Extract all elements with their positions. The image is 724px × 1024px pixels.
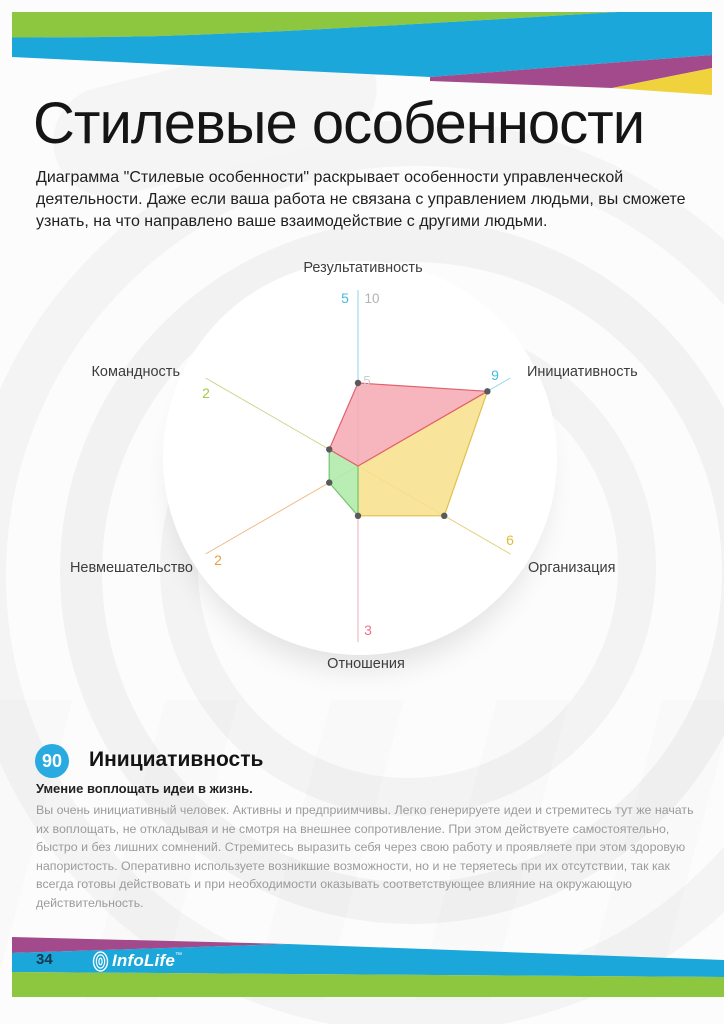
trademark-mark: ™ <box>174 951 182 959</box>
radar-value-label: 6 <box>506 532 514 548</box>
score-title: Инициативность <box>89 748 264 771</box>
score-description: Вы очень инициативный человек. Активны и… <box>36 803 694 911</box>
radar-value-label: 2 <box>202 385 210 401</box>
header-band-magenta <box>430 55 712 88</box>
header-bands <box>12 12 712 95</box>
page-number: 34 <box>36 951 53 968</box>
radar-vertex-dot <box>484 388 491 395</box>
page-title: Стилевые особенности <box>33 91 645 156</box>
radar-category-label: Отношения <box>327 656 405 672</box>
radar-category-label: Командность <box>91 364 180 380</box>
footer-band-green <box>12 972 724 997</box>
radar-category-label: Результативность <box>303 260 422 276</box>
footer-band-magenta <box>12 937 288 953</box>
radar-category-label: Инициативность <box>527 364 638 380</box>
header-band-yellow <box>612 68 712 95</box>
radar-scale-mid-label: 5 <box>363 373 370 388</box>
radar-vertex-dot <box>441 512 448 519</box>
header-band-green <box>12 12 618 38</box>
score-badge: 90 <box>35 744 69 778</box>
header-band-blue <box>12 12 712 77</box>
radar-chart: 5 10 5 9 6 3 2 2 Результативность Инициативность О… <box>70 260 638 672</box>
score-subtitle: Умение воплощать идеи в жизнь. <box>36 781 253 796</box>
radar-value-label: 2 <box>214 552 222 568</box>
radar-scale-max-label: 10 <box>364 291 379 306</box>
radar-value-label: 3 <box>364 622 372 638</box>
footer-bands <box>12 937 724 997</box>
radar-vertex-dot <box>326 446 333 453</box>
fingerprint-icon <box>92 950 109 972</box>
radar-category-label: Невмешательство <box>70 560 193 576</box>
radar-category-label: Организация <box>528 560 615 576</box>
infolife-logo: InfoLife ™ <box>92 949 182 973</box>
radar-vertex-dot <box>326 479 333 486</box>
brand-name: InfoLife <box>112 951 175 970</box>
radar-vertex-dot <box>354 512 362 519</box>
footer-band-blue <box>12 944 724 977</box>
radar-value-label: 9 <box>491 367 499 383</box>
intro-paragraph: Диаграмма "Стилевые особенности" раскрыв… <box>36 169 686 231</box>
radar-value-label: 5 <box>341 290 349 306</box>
radar-vertex-dot <box>354 379 362 387</box>
